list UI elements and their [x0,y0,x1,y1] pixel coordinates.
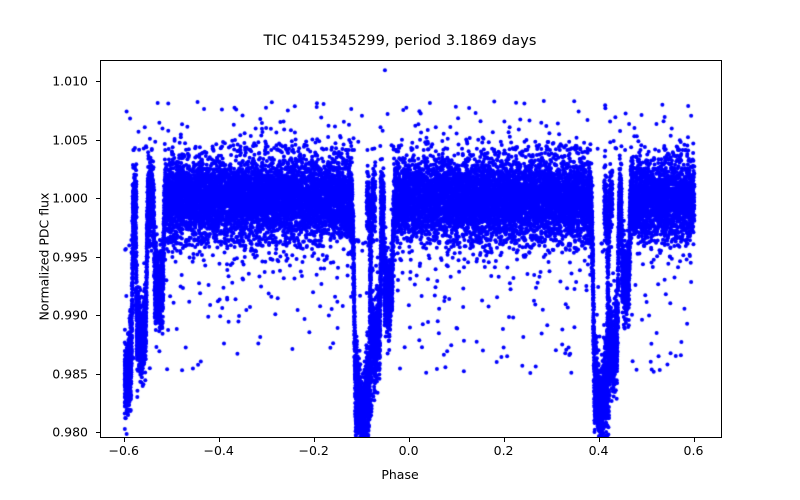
x-tick-mark [598,438,600,442]
x-tick-label: −0.2 [298,443,329,458]
plot-axes [100,60,722,438]
y-tick-mark [96,198,100,200]
y-tick-label: 1.000 [52,190,88,206]
y-tick-mark [96,81,100,83]
x-axis-label: Phase [381,467,419,482]
y-tick-mark [96,315,100,317]
y-tick-label: 0.995 [52,249,88,265]
y-axis-label: Normalized PDC flux [36,192,52,321]
y-tick-mark [96,373,100,375]
x-tick-label: 0.2 [493,443,514,458]
y-tick-label: 0.990 [52,307,88,323]
x-tick-mark [503,438,505,442]
y-tick-mark [96,256,100,258]
y-tick-label: 0.980 [52,424,88,440]
x-tick-label: 0.0 [398,443,419,458]
x-tick-mark [693,438,695,442]
x-tick-label: −0.4 [203,443,234,458]
y-tick-label: 1.005 [52,132,88,148]
y-tick-label: 1.010 [52,73,88,89]
page-title: TIC 0415345299, period 3.1869 days [263,33,537,49]
scatter-plot-canvas [101,61,721,437]
x-tick-label: 0.6 [683,443,704,458]
x-tick-mark [408,438,410,442]
y-tick-mark [96,139,100,141]
x-tick-label: 0.4 [588,443,609,458]
x-tick-label: −0.6 [108,443,139,458]
x-tick-mark [313,438,315,442]
y-tick-mark [96,432,100,434]
x-tick-mark [218,438,220,442]
y-tick-label: 0.985 [52,366,88,382]
x-tick-mark [123,438,125,442]
